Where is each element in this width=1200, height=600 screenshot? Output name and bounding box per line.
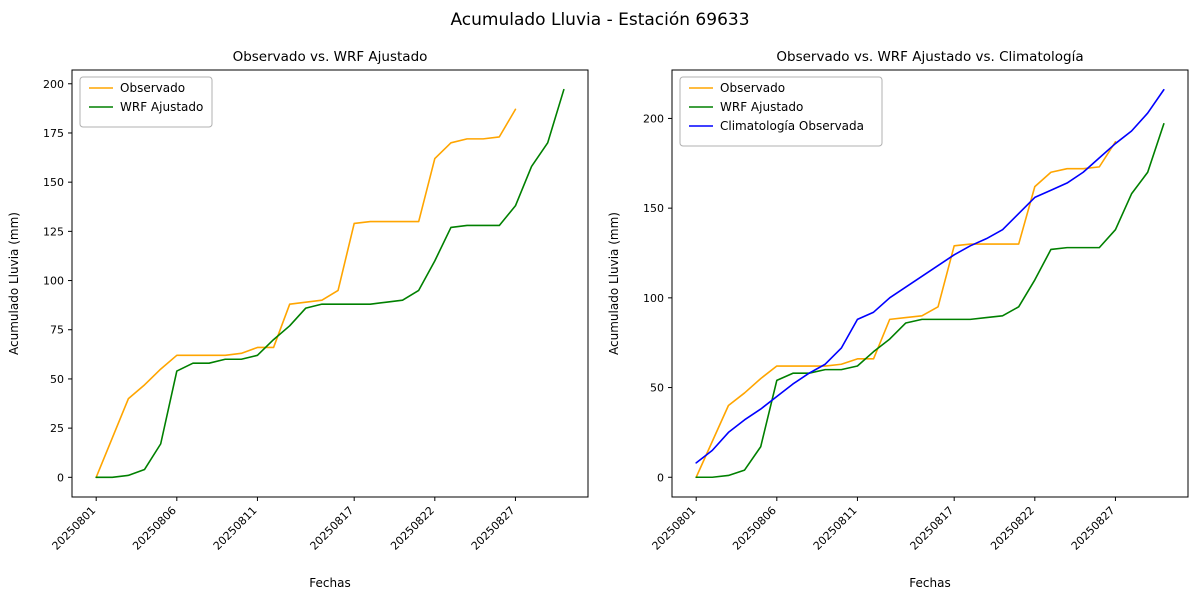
charts-row: Observado vs. WRF Ajustado 0 25 50 75 100 125 1… xyxy=(0,45,1200,600)
axes-box xyxy=(71,69,589,498)
figure-title: Acumulado Lluvia - Estación 69633 xyxy=(450,10,750,30)
legend-label: WRF Ajustado xyxy=(720,100,803,114)
x-axis-label: Fechas xyxy=(909,576,950,590)
x-tick-label: 20250827 xyxy=(1069,504,1118,553)
x-axis-label: Fechas xyxy=(309,576,350,590)
legend: Observado WRF Ajustado Climatología Observ… xyxy=(679,76,883,147)
y-tick-label: 175 xyxy=(43,127,64,140)
legend-label: Observado xyxy=(720,81,785,95)
legend-label: WRF Ajustado xyxy=(120,100,203,114)
series-line-wrf-ajustado xyxy=(95,88,565,479)
series-line-wrf-ajustado xyxy=(695,123,1165,479)
y-tick-label: 75 xyxy=(50,324,64,337)
y-tick-label: 50 xyxy=(50,373,64,386)
x-tick-label: 20250811 xyxy=(811,504,860,553)
x-tick-label: 20250811 xyxy=(211,504,260,553)
chart-observado-vs-wrf-vs-climatologia: Observado vs. WRF Ajustado vs. Climatolo… xyxy=(600,45,1200,600)
legend-box xyxy=(679,76,883,147)
legend-box xyxy=(79,76,213,128)
y-tick-label: 200 xyxy=(43,78,64,91)
x-tick-label: 20250801 xyxy=(650,504,699,553)
x-tick-label: 20250817 xyxy=(308,504,357,553)
chart-canvas: Observado vs. WRF Ajustado 0 25 50 75 100 125 1… xyxy=(7,49,589,590)
x-tick-label: 20250806 xyxy=(130,504,179,553)
y-tick-label: 100 xyxy=(643,292,664,305)
series-line-climatolog-a-observada xyxy=(695,88,1165,464)
subplot-title: Observado vs. WRF Ajustado xyxy=(233,49,428,65)
subplot-title: Observado vs. WRF Ajustado vs. Climatolo… xyxy=(776,49,1083,65)
legend-label: Climatología Observada xyxy=(720,119,864,133)
x-tick-label: 20250827 xyxy=(469,504,518,553)
y-tick-label: 100 xyxy=(43,275,64,288)
series-line-observado xyxy=(695,140,1117,479)
y-tick-label: 200 xyxy=(643,112,664,125)
x-tick-label: 20250822 xyxy=(388,504,437,553)
x-tick-label: 20250822 xyxy=(988,504,1037,553)
y-tick-label: 0 xyxy=(657,471,664,484)
y-axis-label: Acumulado Lluvia (mm) xyxy=(607,212,621,355)
x-tick-label: 20250806 xyxy=(730,504,779,553)
x-tick-label: 20250817 xyxy=(908,504,957,553)
legend-label: Observado xyxy=(120,81,185,95)
y-tick-label: 25 xyxy=(50,422,64,435)
y-axis-label: Acumulado Lluvia (mm) xyxy=(7,212,21,355)
y-tick-label: 150 xyxy=(43,176,64,189)
y-tick-label: 150 xyxy=(643,202,664,215)
series-line-observado xyxy=(95,108,517,479)
axes-box xyxy=(671,69,1189,498)
x-tick-label: 20250801 xyxy=(50,504,99,553)
chart-observado-vs-wrf: Observado vs. WRF Ajustado 0 25 50 75 100 125 1… xyxy=(0,45,600,600)
y-tick-label: 125 xyxy=(43,225,64,238)
legend: Observado WRF Ajustado xyxy=(79,76,213,128)
chart-canvas: Observado vs. WRF Ajustado vs. Climatolo… xyxy=(607,49,1189,590)
y-tick-label: 50 xyxy=(650,382,664,395)
y-tick-label: 0 xyxy=(57,471,64,484)
